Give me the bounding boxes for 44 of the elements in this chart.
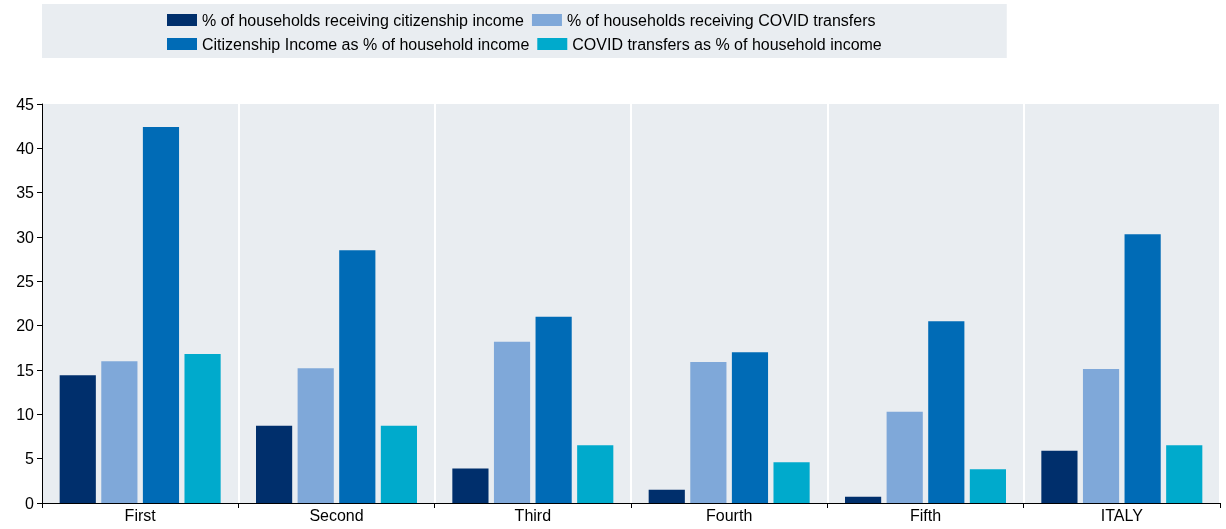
bar bbox=[452, 468, 489, 503]
bar bbox=[648, 489, 685, 503]
x-tick-label: Second bbox=[309, 506, 364, 524]
y-tick-label: 40 bbox=[16, 139, 35, 157]
bar bbox=[577, 445, 614, 503]
bar bbox=[184, 354, 221, 503]
bar bbox=[59, 375, 96, 503]
y-tick-label: 10 bbox=[16, 405, 35, 423]
y-tick-label: 35 bbox=[16, 184, 35, 202]
y-tick-label: 15 bbox=[16, 361, 35, 379]
bar bbox=[256, 425, 293, 503]
y-tick-label: 20 bbox=[16, 317, 35, 335]
bar bbox=[142, 127, 180, 503]
y-tick-label: 30 bbox=[16, 228, 35, 246]
bar bbox=[297, 368, 334, 503]
bar bbox=[493, 341, 531, 503]
y-tick-label: 5 bbox=[25, 450, 35, 468]
bar bbox=[969, 469, 1006, 503]
legend-label: COVID transfers as % of household income bbox=[572, 35, 882, 53]
bar bbox=[1124, 234, 1161, 503]
bar bbox=[773, 462, 810, 503]
y-tick-label: 45 bbox=[16, 95, 35, 113]
legend-label: Citizenship Income as % of household income bbox=[202, 35, 530, 53]
bar bbox=[535, 316, 572, 503]
bar bbox=[380, 425, 417, 503]
legend-label: % of households receiving citizenship income bbox=[202, 11, 525, 29]
bar bbox=[1166, 445, 1203, 503]
legend-label: % of households receiving COVID transfers bbox=[566, 11, 876, 29]
bar bbox=[928, 321, 965, 503]
bar bbox=[1082, 369, 1120, 503]
x-tick-label: Fifth bbox=[909, 506, 942, 524]
x-tick-label: First bbox=[124, 506, 157, 524]
x-tick-label: Third bbox=[514, 506, 552, 524]
y-tick-label: 25 bbox=[16, 272, 35, 290]
bar bbox=[731, 352, 769, 503]
bar bbox=[339, 250, 376, 503]
y-tick-label: 0 bbox=[25, 494, 35, 512]
bar bbox=[101, 361, 138, 503]
x-tick-label: Fourth bbox=[706, 506, 753, 524]
bar bbox=[690, 362, 727, 503]
bar bbox=[886, 411, 923, 503]
bar bbox=[845, 496, 882, 503]
bar bbox=[1041, 450, 1078, 503]
x-tick-label: ITALY bbox=[1100, 506, 1144, 524]
